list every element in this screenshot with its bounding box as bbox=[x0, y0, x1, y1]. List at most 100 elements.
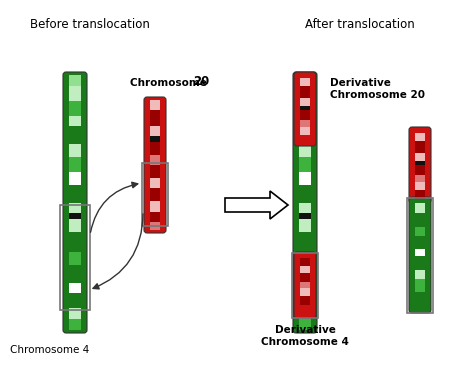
Bar bbox=[150, 178, 160, 188]
FancyBboxPatch shape bbox=[144, 97, 166, 233]
Bar bbox=[415, 213, 425, 227]
Bar bbox=[415, 182, 425, 190]
Bar bbox=[69, 213, 81, 219]
Bar bbox=[415, 270, 425, 279]
Bar bbox=[150, 155, 160, 165]
Bar bbox=[415, 203, 425, 213]
Bar bbox=[300, 110, 310, 120]
Bar bbox=[69, 100, 81, 116]
Bar bbox=[299, 100, 311, 116]
Bar bbox=[299, 283, 311, 293]
Bar bbox=[299, 265, 311, 283]
Bar bbox=[299, 185, 311, 202]
Bar bbox=[69, 252, 81, 265]
Bar bbox=[300, 86, 310, 98]
Bar bbox=[150, 188, 160, 201]
Bar bbox=[300, 78, 310, 86]
Bar bbox=[150, 165, 160, 178]
Bar bbox=[300, 288, 310, 296]
Bar bbox=[299, 157, 311, 172]
Bar bbox=[415, 279, 425, 292]
Bar bbox=[69, 232, 81, 252]
Bar bbox=[69, 308, 81, 319]
Text: Derivative: Derivative bbox=[274, 325, 336, 335]
FancyBboxPatch shape bbox=[293, 72, 317, 333]
Bar bbox=[299, 202, 311, 213]
Bar bbox=[300, 296, 310, 305]
FancyArrow shape bbox=[225, 191, 288, 219]
Bar bbox=[69, 86, 81, 100]
FancyBboxPatch shape bbox=[63, 72, 87, 333]
Bar bbox=[69, 75, 81, 86]
Bar bbox=[299, 232, 311, 252]
Bar bbox=[150, 222, 160, 230]
FancyBboxPatch shape bbox=[409, 127, 431, 203]
Bar bbox=[415, 256, 425, 270]
Bar bbox=[69, 265, 81, 283]
Bar bbox=[300, 258, 310, 266]
Bar bbox=[415, 175, 425, 182]
Bar bbox=[415, 133, 425, 141]
Bar bbox=[299, 172, 311, 185]
Bar bbox=[299, 213, 311, 219]
Bar bbox=[300, 120, 310, 127]
Text: Before translocation: Before translocation bbox=[30, 18, 150, 31]
Text: Derivative: Derivative bbox=[330, 78, 391, 88]
Bar bbox=[415, 141, 425, 153]
Text: 20: 20 bbox=[193, 75, 209, 88]
Bar bbox=[415, 153, 425, 161]
Bar bbox=[69, 126, 81, 144]
Bar bbox=[300, 98, 310, 106]
Bar bbox=[299, 126, 311, 144]
Bar bbox=[69, 116, 81, 126]
Bar bbox=[415, 292, 425, 301]
Bar bbox=[299, 308, 311, 319]
Text: Chromosome 4: Chromosome 4 bbox=[261, 337, 349, 347]
Bar bbox=[300, 106, 310, 110]
Bar bbox=[299, 252, 311, 265]
Bar bbox=[415, 227, 425, 236]
Bar bbox=[69, 293, 81, 308]
Bar bbox=[142, 163, 168, 226]
Bar bbox=[299, 219, 311, 232]
Bar bbox=[415, 236, 425, 249]
Bar bbox=[415, 249, 425, 256]
Bar bbox=[299, 86, 311, 100]
Bar bbox=[150, 201, 160, 212]
Bar bbox=[292, 253, 318, 318]
Bar bbox=[300, 282, 310, 288]
Bar bbox=[150, 110, 160, 126]
Bar bbox=[299, 144, 311, 157]
Bar bbox=[69, 319, 81, 330]
Bar bbox=[415, 190, 425, 199]
Bar bbox=[299, 75, 311, 86]
FancyBboxPatch shape bbox=[294, 72, 316, 146]
Bar bbox=[150, 100, 160, 110]
Bar bbox=[299, 116, 311, 126]
Text: Chromosome 4: Chromosome 4 bbox=[10, 345, 89, 355]
Bar bbox=[150, 137, 160, 142]
Bar bbox=[69, 283, 81, 293]
Bar bbox=[299, 319, 311, 330]
Bar bbox=[69, 157, 81, 172]
Bar bbox=[69, 219, 81, 232]
Bar bbox=[415, 161, 425, 165]
Bar bbox=[150, 142, 160, 155]
Bar bbox=[150, 212, 160, 222]
Bar bbox=[150, 126, 160, 137]
Bar bbox=[300, 273, 310, 282]
Bar bbox=[299, 293, 311, 308]
Bar bbox=[69, 172, 81, 185]
Bar bbox=[300, 127, 310, 135]
Bar bbox=[407, 198, 433, 313]
Text: Chromosome 20: Chromosome 20 bbox=[330, 90, 425, 100]
FancyBboxPatch shape bbox=[294, 252, 316, 318]
FancyBboxPatch shape bbox=[409, 197, 431, 313]
Bar bbox=[415, 165, 425, 175]
Bar bbox=[69, 202, 81, 213]
Bar bbox=[69, 185, 81, 202]
Text: Chromosome: Chromosome bbox=[130, 78, 210, 88]
Bar bbox=[300, 266, 310, 273]
Text: After translocation: After translocation bbox=[305, 18, 415, 31]
Bar bbox=[69, 144, 81, 157]
